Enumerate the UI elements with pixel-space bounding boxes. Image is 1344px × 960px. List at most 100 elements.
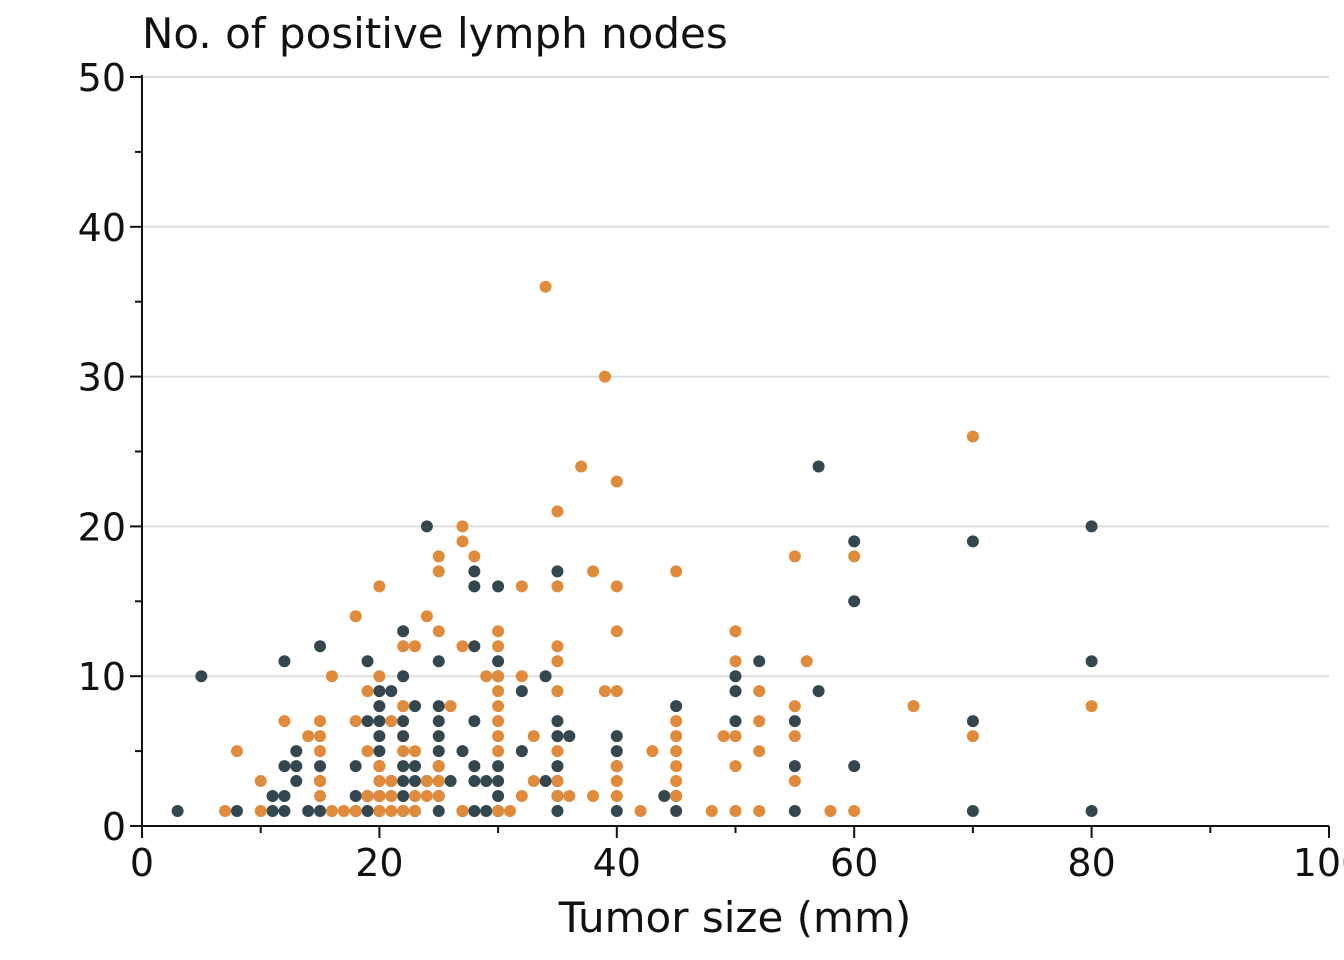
orange-data-point <box>385 775 398 788</box>
orange-data-point <box>492 640 505 653</box>
dark-data-point <box>480 805 493 818</box>
orange-data-point <box>492 730 505 743</box>
orange-data-point <box>598 685 611 698</box>
orange-data-point <box>314 730 327 743</box>
dark-data-point <box>729 715 742 728</box>
orange-data-point <box>397 700 410 713</box>
dark-data-point <box>788 715 801 728</box>
y-tick-label: 20 <box>78 505 126 549</box>
orange-data-point <box>670 790 683 803</box>
orange-data-point <box>349 610 362 623</box>
y-tick-label: 0 <box>102 805 126 849</box>
orange-data-point <box>551 655 564 668</box>
orange-data-point <box>361 790 374 803</box>
dark-data-point <box>966 715 979 728</box>
orange-data-point <box>753 685 766 698</box>
dark-data-point <box>361 655 374 668</box>
dark-data-point <box>515 685 528 698</box>
dark-data-point <box>551 805 564 818</box>
orange-data-point <box>515 580 528 593</box>
orange-data-point <box>848 805 861 818</box>
dark-data-point <box>812 685 825 698</box>
dark-data-point <box>966 535 979 548</box>
dark-data-point <box>373 685 386 698</box>
orange-data-point <box>361 685 374 698</box>
orange-data-point <box>788 550 801 563</box>
orange-data-point <box>432 565 445 578</box>
dark-data-point <box>492 775 505 788</box>
orange-data-point <box>563 790 576 803</box>
dark-data-point <box>349 790 362 803</box>
dark-data-point <box>468 760 481 773</box>
orange-data-point <box>634 805 647 818</box>
orange-data-point <box>610 580 623 593</box>
orange-data-point <box>551 745 564 758</box>
dark-data-point <box>373 700 386 713</box>
orange-data-point <box>397 745 410 758</box>
dark-data-point <box>278 760 291 773</box>
orange-data-point <box>587 790 600 803</box>
dark-data-point <box>266 805 279 818</box>
orange-data-point <box>551 775 564 788</box>
x-tick-label: 100 <box>1293 841 1344 885</box>
dark-data-point <box>658 790 671 803</box>
orange-data-point <box>314 775 327 788</box>
orange-data-point <box>515 670 528 683</box>
dark-data-point <box>539 670 552 683</box>
orange-data-point <box>610 625 623 638</box>
gridlines <box>142 76 1329 678</box>
orange-data-point <box>385 715 398 728</box>
dark-data-point <box>432 730 445 743</box>
dark-data-point <box>266 790 279 803</box>
orange-data-point <box>800 655 813 668</box>
orange-data-point <box>492 685 505 698</box>
dark-data-point <box>492 760 505 773</box>
dark-data-point <box>456 745 469 758</box>
dark-data-point <box>670 700 683 713</box>
dark-data-point <box>397 790 410 803</box>
orange-data-point <box>587 565 600 578</box>
dark-data-point <box>444 775 457 788</box>
orange-data-point <box>456 535 469 548</box>
orange-data-point <box>492 625 505 638</box>
dark-data-point <box>848 595 861 608</box>
orange-data-point <box>492 745 505 758</box>
x-tick-label: 60 <box>830 841 878 885</box>
dark-data-point <box>966 805 979 818</box>
orange-data-point <box>492 715 505 728</box>
orange-data-point <box>325 670 338 683</box>
x-tick-label: 0 <box>130 841 154 885</box>
y-axis-title: No. of positive lymph nodes <box>142 9 728 58</box>
dark-data-point <box>1085 520 1098 533</box>
dark-data-point <box>670 805 683 818</box>
orange-data-point <box>503 805 516 818</box>
dark-data-point <box>290 775 303 788</box>
dark-data-point <box>373 730 386 743</box>
orange-data-point <box>373 775 386 788</box>
dark-data-point <box>610 805 623 818</box>
dark-data-point <box>468 580 481 593</box>
dark-data-point <box>432 700 445 713</box>
orange-data-point <box>670 730 683 743</box>
dark-data-point <box>314 640 327 653</box>
orange-data-point <box>314 745 327 758</box>
orange-data-point <box>314 715 327 728</box>
orange-data-point <box>432 775 445 788</box>
dark-data-point <box>420 520 433 533</box>
dark-data-point <box>515 745 528 758</box>
orange-data-point <box>432 625 445 638</box>
orange-data-point <box>420 790 433 803</box>
dark-data-point <box>278 655 291 668</box>
orange-data-point <box>610 475 623 488</box>
dark-data-point <box>409 775 422 788</box>
orange-data-point <box>753 745 766 758</box>
orange-data-point <box>302 730 315 743</box>
orange-data-point <box>729 805 742 818</box>
dark-data-point <box>480 775 493 788</box>
orange-data-point <box>397 805 410 818</box>
dark-data-point <box>278 805 291 818</box>
orange-data-point <box>848 550 861 563</box>
orange-data-point <box>254 775 267 788</box>
orange-data-point <box>432 790 445 803</box>
